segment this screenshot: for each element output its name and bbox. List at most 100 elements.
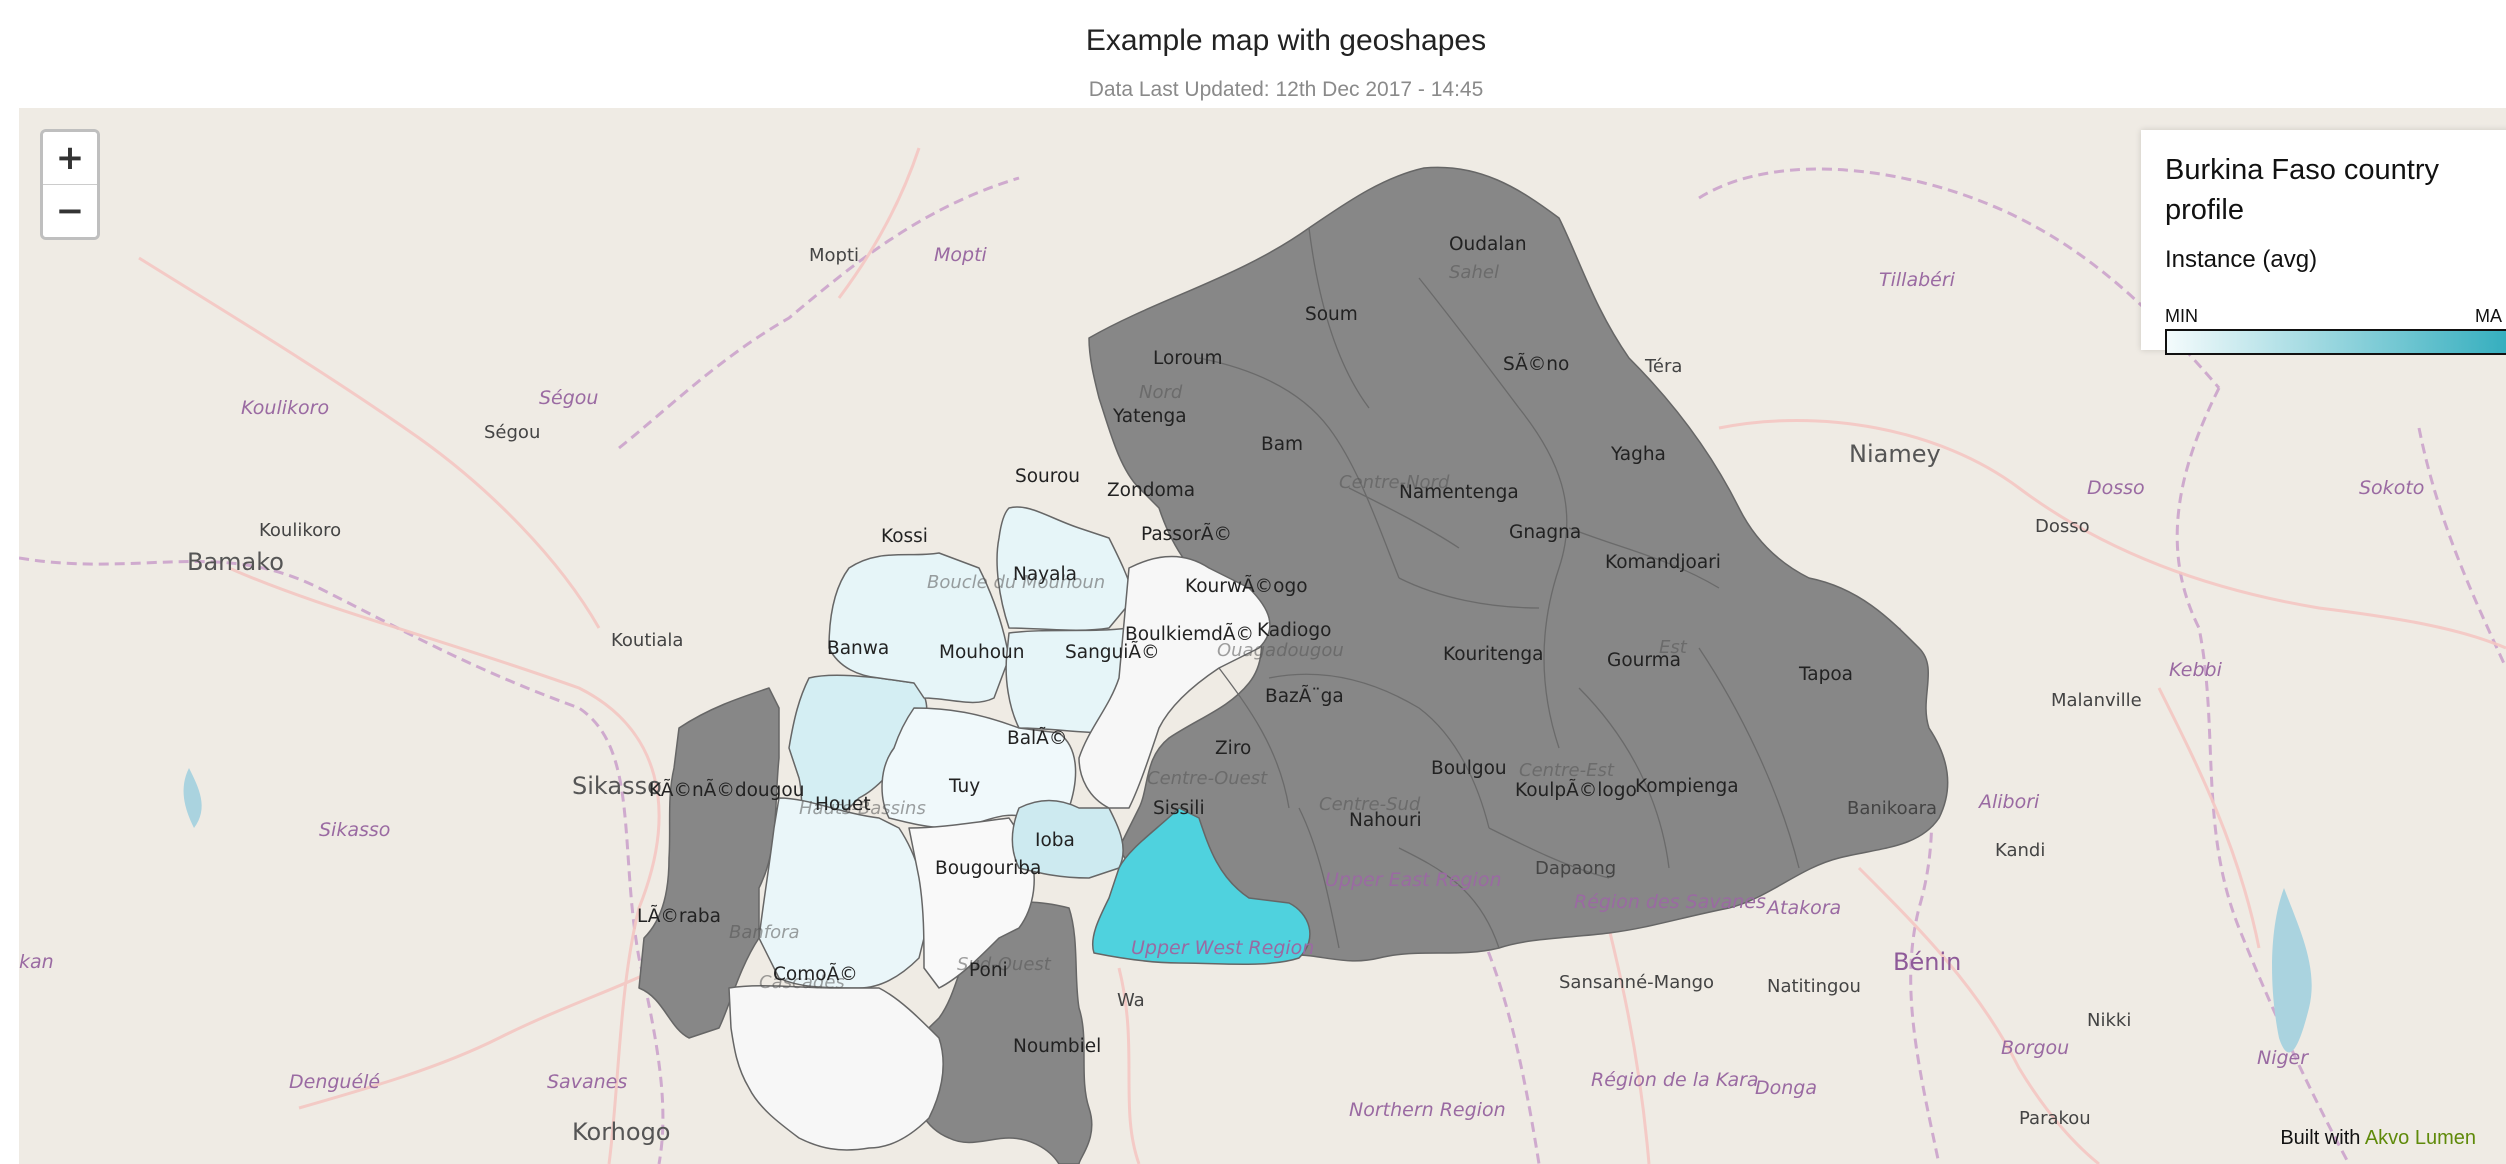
region-label: Kouritenga: [1443, 644, 1543, 665]
svg-text:Téra: Téra: [1644, 356, 1682, 377]
svg-text:Atakora: Atakora: [1765, 897, 1841, 919]
svg-text:Centre-Est: Centre-Est: [1519, 760, 1615, 781]
region-label: Kossi: [881, 526, 928, 547]
map-container[interactable]: Mopti Mopti Koulikoro Koulikoro Ségou Sé…: [19, 108, 2506, 1164]
legend-title: Burkina Faso country profile: [2165, 154, 2440, 226]
region-no-data-kenedougou[interactable]: [638, 687, 780, 1039]
svg-text:Bamako: Bamako: [187, 548, 284, 576]
svg-text:Kebbi: Kebbi: [2169, 659, 2223, 681]
legend-gradient-bar: [2165, 329, 2506, 355]
region-no-data-south-west[interactable]: [907, 901, 1093, 1164]
region-label: Tuy: [948, 776, 980, 797]
region-label: Noumbiel: [1013, 1036, 1101, 1057]
data-updated-subtitle: Data Last Updated: 12th Dec 2017 - 14:45: [1088, 78, 1484, 101]
region-label: Sourou: [1015, 466, 1080, 487]
base-map-roads: [138, 147, 2506, 1164]
svg-text:Niamey: Niamey: [1849, 440, 1941, 468]
svg-text:Parakou: Parakou: [2019, 1108, 2091, 1129]
svg-text:Région des Savanes: Région des Savanes: [1574, 891, 1766, 913]
legend-metric: Instance (avg): [2165, 246, 2318, 273]
header: Example map with geoshapes Data Last Upd…: [0, 0, 2506, 108]
svg-text:Centre-Sud: Centre-Sud: [1319, 794, 1421, 815]
svg-text:Ségou: Ségou: [539, 387, 598, 409]
region-label: Oudalan: [1449, 234, 1527, 255]
region-label: Nahouri: [1349, 810, 1422, 831]
page-title: Example map with geoshapes: [1085, 24, 1487, 57]
svg-text:Centre-Nord: Centre-Nord: [1339, 472, 1450, 493]
svg-text:Savanes: Savanes: [547, 1071, 627, 1093]
region-label: Bam: [1261, 434, 1303, 455]
region-label: Boulgou: [1431, 758, 1507, 779]
svg-text:Dosso: Dosso: [2035, 516, 2090, 537]
svg-text:Hauts-Bassins: Hauts-Bassins: [799, 798, 926, 819]
svg-text:Borgou: Borgou: [2001, 1037, 2069, 1059]
svg-text:Sansanné-Mango: Sansanné-Mango: [1559, 972, 1714, 993]
region-east-light[interactable]: [1078, 555, 1271, 809]
region-label: Komandjoari: [1605, 552, 1721, 573]
svg-text:Nikki: Nikki: [2087, 1010, 2131, 1031]
svg-text:Est: Est: [1659, 637, 1688, 658]
map-canvas[interactable]: Mopti Mopti Koulikoro Koulikoro Ségou Sé…: [19, 108, 2506, 1164]
region-label: Zondoma: [1107, 480, 1195, 501]
zoom-control: + −: [40, 129, 100, 240]
region-label: KÃ©nÃ©dougou: [649, 779, 804, 801]
svg-text:Nord: Nord: [1139, 382, 1183, 403]
zoom-in-button[interactable]: +: [43, 132, 97, 184]
region-sissili[interactable]: [1092, 807, 1311, 965]
region-label: KourwÃ©ogo: [1185, 575, 1308, 597]
region-label: Nayala: [1013, 564, 1077, 585]
svg-text:Boucle du Mouhoun: Boucle du Mouhoun: [927, 572, 1105, 593]
region-label: SanguiÃ©: [1065, 641, 1160, 663]
region-label: BoulkiemdÃ©: [1125, 623, 1254, 645]
svg-text:Ouagadougou: Ouagadougou: [1217, 640, 1344, 661]
svg-text:Ségou: Ségou: [484, 422, 540, 443]
region-borders: [1198, 227, 1800, 949]
region-kossi[interactable]: [828, 552, 1010, 704]
akvo-lumen-link[interactable]: Akvo Lumen: [2364, 1127, 2476, 1149]
svg-text:Koulikoro: Koulikoro: [259, 520, 341, 541]
svg-text:Korhogo: Korhogo: [572, 1118, 670, 1146]
region-label: Poni: [969, 960, 1008, 981]
region-label: Gnagna: [1509, 522, 1581, 543]
region-label: Ziro: [1215, 738, 1251, 759]
region-label: Bougouriba: [935, 858, 1041, 879]
region-label: Banwa: [827, 638, 889, 659]
svg-text:Sikasso: Sikasso: [572, 772, 662, 800]
svg-text:Bénin: Bénin: [1893, 948, 1961, 976]
region-label: ComoÃ©: [773, 963, 858, 985]
svg-text:Alibori: Alibori: [1977, 791, 2040, 813]
region-labels: Oudalan Soum Loroum SÃ©no Yatenga Bam Ya…: [637, 234, 1853, 1057]
region-label: Gourma: [1607, 650, 1681, 671]
legend-min-label: MIN: [2165, 306, 2198, 326]
credit-prefix: Built with: [2280, 1127, 2365, 1149]
svg-text:Kandi: Kandi: [1995, 840, 2045, 861]
svg-text:Centre-Ouest: Centre-Ouest: [1147, 768, 1268, 789]
region-label: BazÃ¨ga: [1265, 685, 1344, 707]
region-label: Namentenga: [1399, 482, 1519, 503]
region-label: Tapoa: [1798, 664, 1853, 685]
overlay-labels: Sahel Nord Centre-Nord Boucle du Mouhoun…: [729, 262, 1688, 993]
region-label: Yagha: [1610, 444, 1666, 465]
region-label: PassorÃ©: [1141, 523, 1232, 545]
region-label: Loroum: [1153, 348, 1223, 369]
region-comoe[interactable]: [728, 985, 944, 1151]
region-label: Sissili: [1153, 798, 1205, 819]
region-no-data-north-east[interactable]: [1088, 166, 1949, 962]
zoom-out-button[interactable]: −: [43, 184, 97, 237]
region-houet[interactable]: [758, 797, 930, 989]
region-label: LÃ©raba: [637, 905, 721, 927]
svg-text:Upper East Region: Upper East Region: [1325, 869, 1502, 891]
svg-text:Wa: Wa: [1117, 990, 1145, 1011]
region-label: KoulpÃ©logo: [1515, 779, 1637, 801]
svg-text:Sikasso: Sikasso: [319, 819, 390, 841]
svg-text:Upper West Region: Upper West Region: [1131, 937, 1314, 959]
svg-text:Malanville: Malanville: [2051, 690, 2142, 711]
svg-text:Dosso: Dosso: [2087, 477, 2145, 499]
region-label: Houet: [815, 794, 871, 815]
svg-text:Sud-Ouest: Sud-Ouest: [957, 954, 1052, 975]
region-tuy[interactable]: [908, 817, 1035, 989]
base-map-labels: Mopti Mopti Koulikoro Koulikoro Ségou Sé…: [19, 244, 2424, 1146]
svg-text:Northern Region: Northern Region: [1349, 1099, 1506, 1121]
svg-text:Sahel: Sahel: [1449, 262, 1499, 283]
svg-text:Denguélé: Denguélé: [289, 1071, 380, 1093]
